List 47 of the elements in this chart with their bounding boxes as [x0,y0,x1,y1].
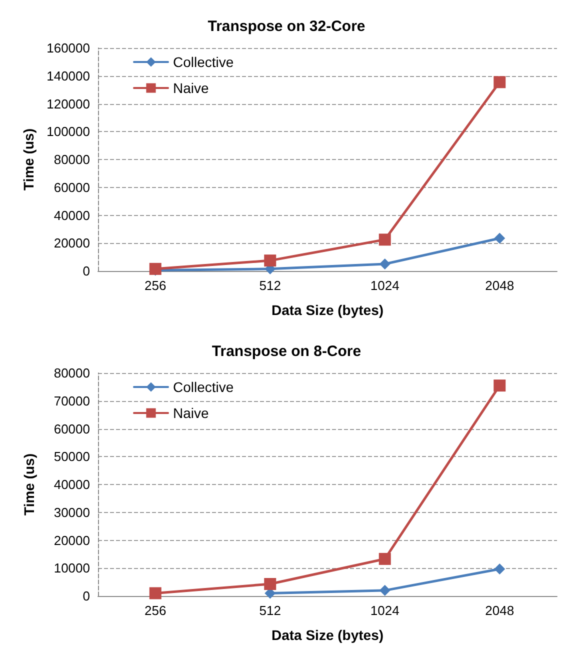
point [494,232,506,244]
x-tick-label: 512 [259,278,281,293]
y-tick-label: 160000 [46,40,90,56]
y-tick-label: 120000 [46,96,90,112]
y-tick-label: 70000 [54,393,90,408]
x-axis-title: Data Size (bytes) [271,302,384,318]
chart-title: Transpose on 8-Core [212,343,362,360]
point [379,584,390,596]
point [379,258,390,270]
point [149,587,162,600]
legend-label: Collective [173,379,234,395]
x-tick-label: 256 [144,603,166,618]
point [264,578,276,590]
y-tick-label: 10000 [54,560,90,576]
y-tick-label: 30000 [54,504,90,520]
x-tick-label: 512 [259,603,281,618]
legend-label: Naive [173,80,210,96]
point [264,254,276,267]
y-tick-label: 100000 [46,124,90,140]
legend-label: Naive [173,405,210,421]
x-tick-label: 1024 [370,603,400,618]
y-tick-label: 140000 [46,68,90,84]
point [494,76,506,88]
x-axis-title: Data Size (bytes) [271,627,384,643]
y-tick-label: 60000 [54,421,90,436]
x-tick-label: 2048 [485,603,514,618]
x-tick-label: 1024 [370,278,400,293]
legend-label: Collective [173,54,234,70]
y-tick-label: 0 [82,588,90,604]
point [494,380,506,392]
y-tick-label: 0 [82,264,90,278]
y-tick-label: 60000 [54,180,90,195]
x-tick-label: 256 [144,278,166,293]
y-tick-label: 50000 [54,449,90,464]
y-tick-label: 20000 [54,236,90,251]
point [378,234,391,246]
point [494,563,506,574]
y-axis-title: Time (us) [21,454,37,516]
y-tick-label: 40000 [54,477,90,492]
y-tick-label: 20000 [54,532,90,548]
point [378,552,391,565]
y-axis-title: Time (us) [20,128,37,190]
y-tick-label: 40000 [54,208,90,223]
x-tick-label: 2048 [485,278,514,293]
chart-title: Transpose on 32-Core [208,18,366,35]
y-tick-label: 80000 [54,366,90,380]
y-tick-label: 80000 [54,152,90,167]
